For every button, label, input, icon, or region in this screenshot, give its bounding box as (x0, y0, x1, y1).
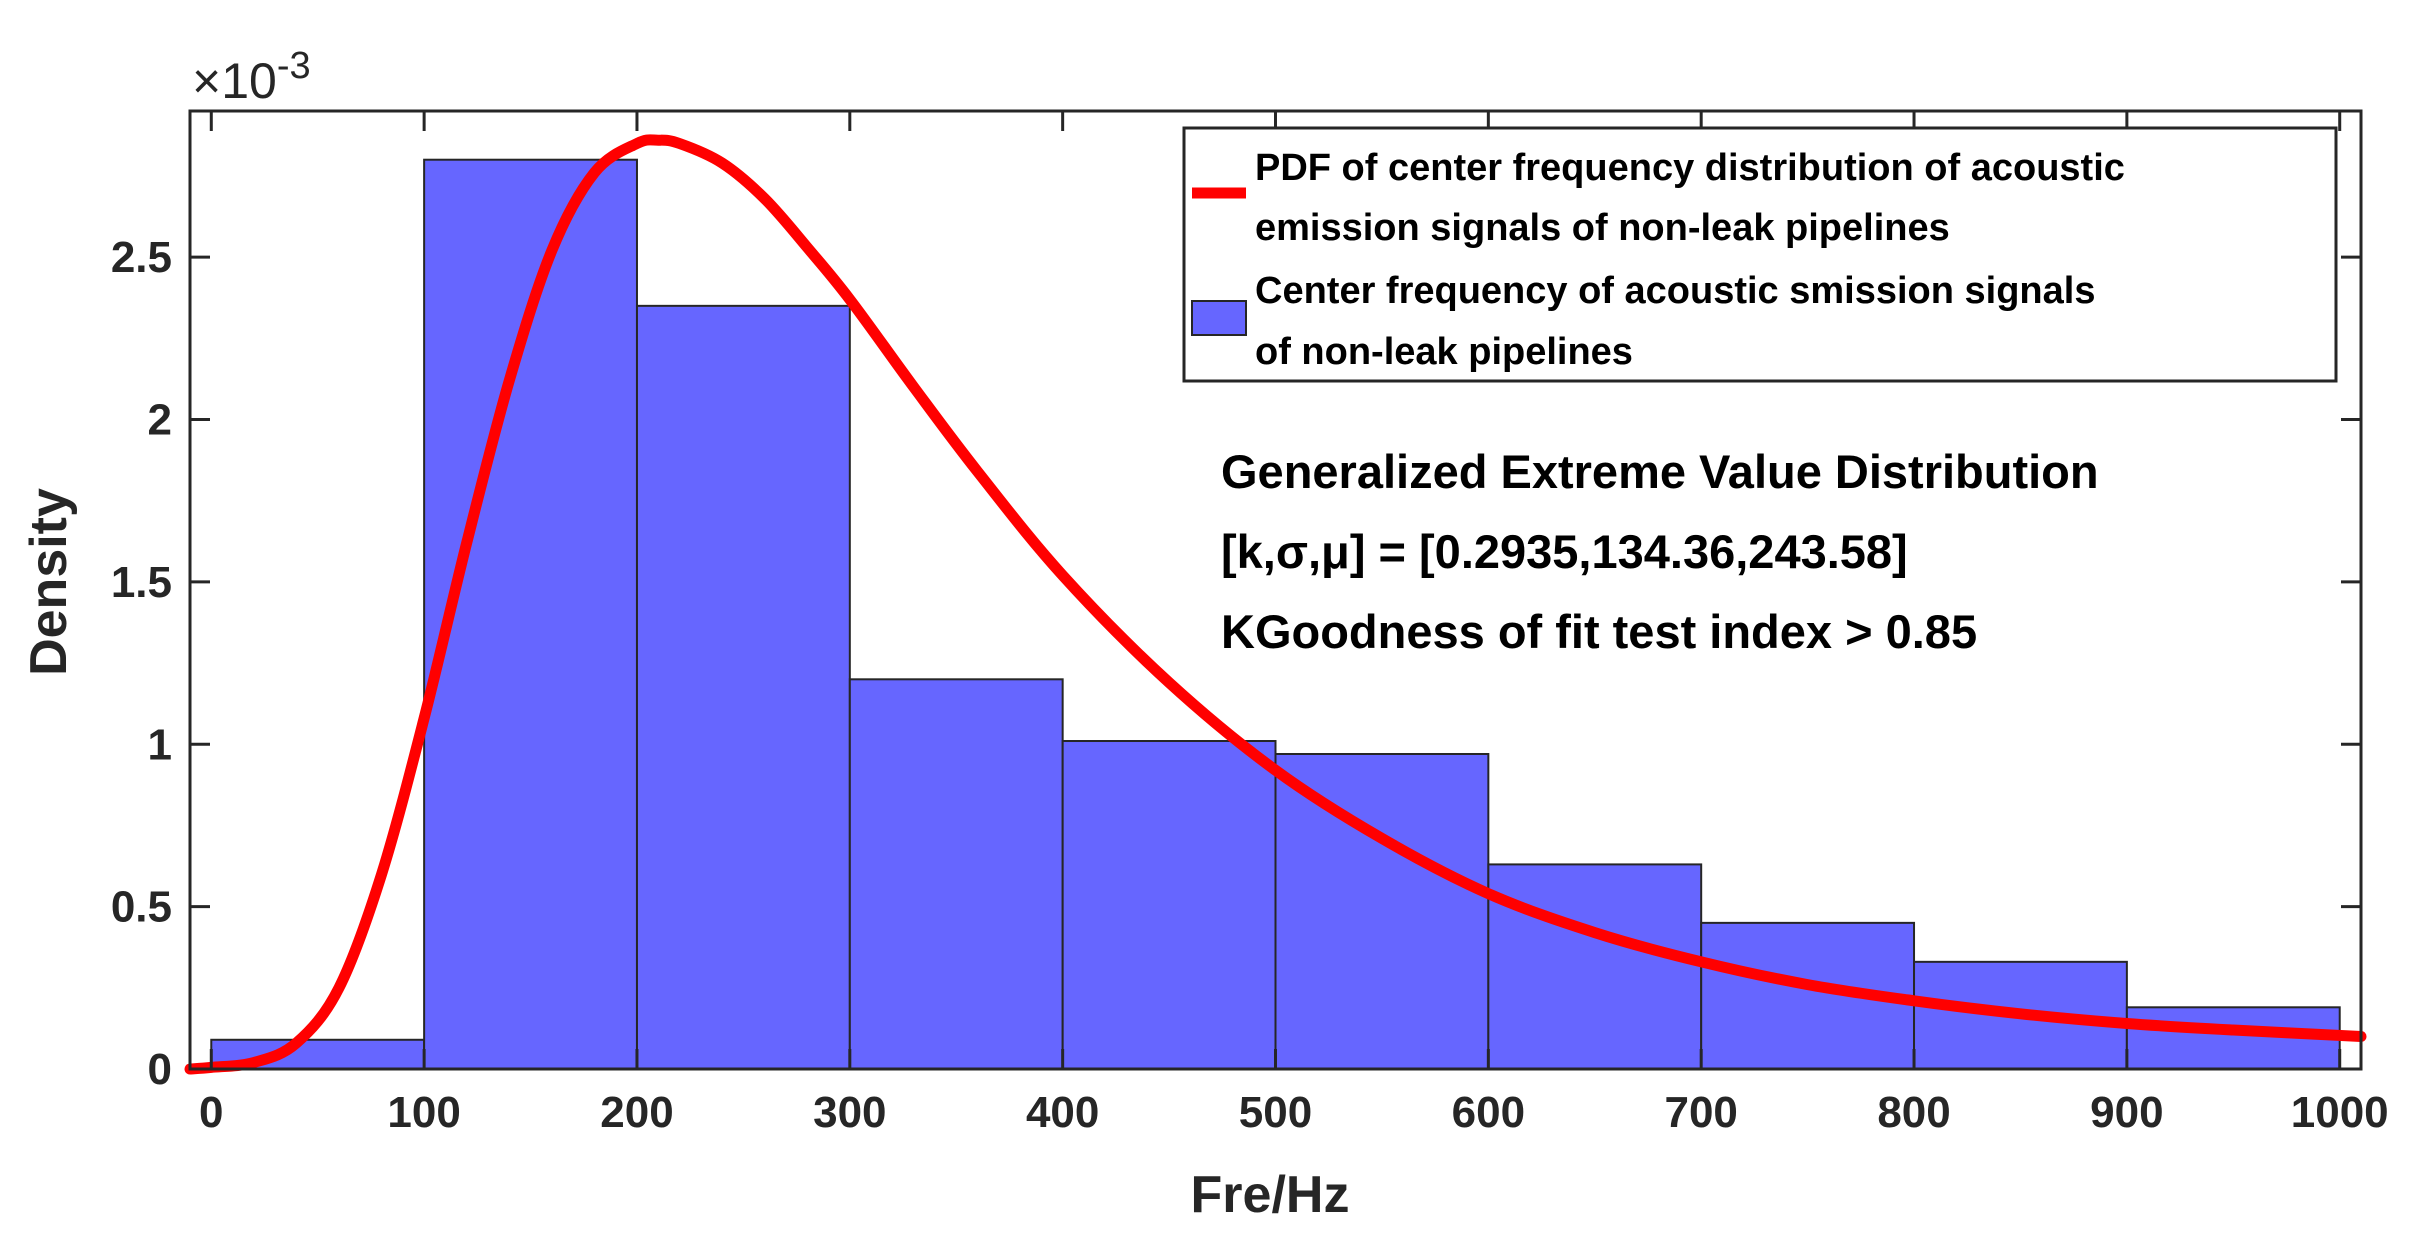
x-axis-label: Fre/Hz (1191, 1166, 1350, 1224)
plot-frame (188, 109, 2363, 1071)
histogram-bar-3 (848, 678, 1064, 1071)
y-tick-label-2: 1 (148, 720, 172, 769)
x-tick-label-2: 200 (600, 1088, 673, 1137)
y-tick-label-0: 0 (148, 1045, 172, 1094)
x-tick-label-3: 300 (813, 1088, 886, 1137)
y-tick-label-4: 2 (148, 396, 172, 445)
x-tick-label-6: 600 (1452, 1088, 1525, 1137)
x-tick-label-1: 100 (387, 1088, 460, 1137)
histogram-bar-6 (1487, 863, 1703, 1070)
x-tick-label-10: 1000 (2291, 1088, 2389, 1137)
y-exponent-label: ×10-3 (192, 45, 311, 109)
y-tick-labels: 0 0.5 1 1.5 2 2.5 (111, 233, 172, 1094)
y-exponent-base: ×10 (192, 53, 277, 109)
x-tick-label-9: 900 (2090, 1088, 2163, 1137)
legend-hist-label-line2: of non-leak pipelines (1255, 331, 1633, 373)
pdf-curve (184, 134, 2367, 1075)
x-tick-label-7: 700 (1664, 1088, 1737, 1137)
histogram-bar-5 (1274, 752, 1490, 1070)
x-tick-label-8: 800 (1877, 1088, 1950, 1137)
legend-pdf-label-line2: emission signals of non-leak pipelines (1255, 207, 1950, 249)
annotation-line-1: Generalized Extreme Value Distribution (1221, 445, 2099, 498)
x-tick-label-4: 400 (1026, 1088, 1099, 1137)
legend-pdf-label-line1: PDF of center frequency distribution of … (1255, 147, 2125, 189)
annotation-line-2: [k,σ,μ] = [0.2935,134.36,243.58] (1221, 525, 1908, 578)
y-tick-label-3: 1.5 (111, 558, 172, 607)
y-tick-label-1: 0.5 (111, 883, 172, 932)
legend-hist-symbol (1191, 300, 1247, 336)
x-tick-label-0: 0 (199, 1088, 223, 1137)
histogram-bar-4 (1061, 740, 1277, 1070)
y-axis-label: Density (20, 488, 78, 676)
legend-box (1182, 126, 2338, 383)
y-exponent-power: -3 (277, 45, 311, 87)
annotation-line-3: KGoodness of fit test index > 0.85 (1221, 605, 1977, 658)
fit-annotation: Generalized Extreme Value Distribution [… (1221, 445, 2099, 658)
x-tick-labels: 0 100 200 300 400 500 600 700 800 900 1000 (199, 1088, 2389, 1137)
histogram-bar-2 (635, 304, 851, 1070)
y-tick-label-5: 2.5 (111, 233, 172, 282)
histogram-bars (210, 158, 2341, 1071)
x-tick-label-5: 500 (1239, 1088, 1312, 1137)
legend: PDF of center frequency distribution of … (1182, 126, 2338, 383)
legend-hist-label-line1: Center frequency of acoustic smission si… (1255, 270, 2095, 312)
